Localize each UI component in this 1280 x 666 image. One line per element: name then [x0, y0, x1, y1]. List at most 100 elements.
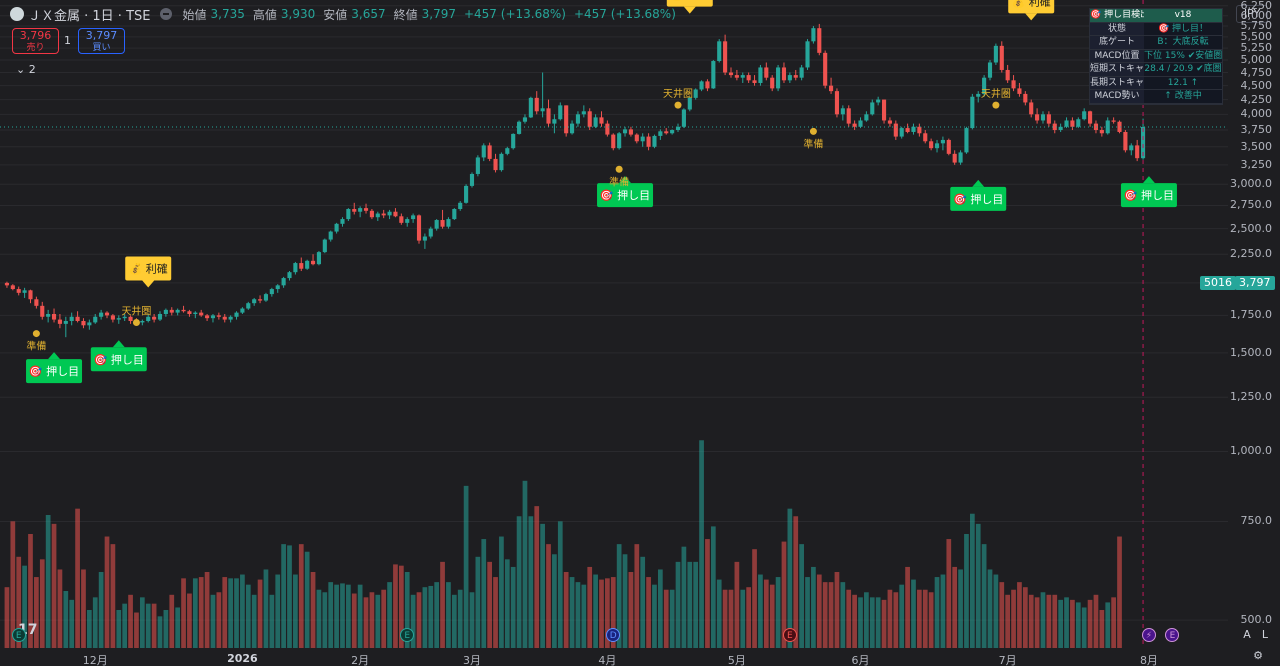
candle-body: [675, 126, 681, 131]
currency-selector[interactable]: JPY: [1236, 5, 1268, 23]
volume-bar: [605, 578, 610, 648]
price-tick-label: 1,250.0: [1230, 390, 1272, 404]
price-tick-label: 1,000.0: [1230, 444, 1272, 458]
order-quantity[interactable]: 1: [64, 34, 71, 47]
volume-bar: [975, 523, 981, 648]
volume-bar: [4, 587, 10, 648]
volume-bar: [75, 508, 80, 648]
candle-body: [152, 316, 157, 320]
symbol-logo-icon: [10, 7, 24, 21]
volume-bar: [240, 574, 245, 648]
volume-bar: [510, 566, 516, 648]
candle-body: [458, 202, 463, 210]
volume-bar: [310, 572, 316, 648]
candle-body: [411, 215, 416, 220]
panel-key: 状態: [1090, 22, 1144, 35]
panel-value: 28.4 / 20.9 ✔底圏: [1144, 64, 1222, 74]
volume-bar: [234, 578, 239, 648]
candle-body: [934, 143, 940, 149]
panel-row: 状態 🎯 押し目！: [1090, 22, 1222, 36]
indicators-collapse-toggle[interactable]: ⌄ 2: [16, 63, 36, 76]
volume-bar: [187, 593, 192, 648]
candle-body: [1070, 120, 1075, 127]
volume-bar: [1075, 602, 1081, 648]
candle-body: [1093, 123, 1099, 131]
volume-bar: [722, 589, 728, 648]
pullback-signal-box: [90, 347, 147, 372]
log-scale-button[interactable]: L: [1261, 628, 1269, 641]
volume-bar: [699, 440, 704, 648]
volume-bar: [316, 589, 322, 648]
price-tick-label: 5,750: [1240, 19, 1273, 33]
take-profit-signal: 💰 利確: [1008, 0, 1055, 21]
candle-body: [587, 111, 592, 127]
price-tick-label: 2,250.0: [1230, 247, 1272, 261]
volume-bar: [87, 610, 92, 648]
volume-bar: [917, 589, 922, 648]
pullback-signal: 🎯 押し目: [597, 176, 654, 208]
ready-marker-dot: [32, 330, 40, 338]
volume-bar: [834, 572, 840, 648]
candle-body: [1005, 69, 1010, 81]
time-tick-label: 2026: [227, 652, 258, 665]
candle-body: [163, 309, 168, 314]
candle-body: [952, 153, 957, 163]
candle-body: [234, 312, 239, 317]
candle-body: [646, 136, 651, 147]
pullback-signal-box: [26, 359, 83, 384]
volume-bar: [410, 594, 416, 648]
top-zone-marker-dot: [132, 319, 140, 327]
candle-body: [122, 316, 127, 319]
volume-bar: [1046, 594, 1052, 648]
sell-button[interactable]: 3,796 売り: [12, 28, 59, 54]
candle-body: [1111, 120, 1116, 122]
volume-bar: [846, 589, 852, 648]
volume-bar: [1099, 610, 1105, 648]
earnings-badge-icon[interactable]: E: [1165, 628, 1180, 642]
dividend-badge-icon[interactable]: D: [606, 628, 621, 642]
earnings-badge-icon[interactable]: E: [782, 628, 797, 642]
panel-key: 長期ストキャ: [1090, 76, 1144, 89]
candle-body: [1088, 111, 1093, 124]
candle-body: [193, 312, 198, 314]
candle-body: [811, 28, 816, 42]
settings-gear-icon[interactable]: ⚙: [1253, 649, 1263, 662]
candle-body: [640, 136, 645, 142]
candle-body: [829, 85, 834, 92]
candle-body: [452, 209, 457, 220]
panel-row: 🎯 押し目検出 v18: [1090, 9, 1222, 23]
buy-button[interactable]: 3,797 買い: [78, 28, 125, 54]
volume-bar: [110, 544, 116, 648]
split-badge-icon[interactable]: ⚡: [1141, 628, 1156, 642]
price-tick-label: 3,250: [1240, 157, 1273, 171]
volume-bar: [475, 556, 481, 648]
candle-body: [752, 80, 757, 83]
auto-scale-button[interactable]: A: [1243, 628, 1251, 641]
pullback-signal-text: 🎯 押し目: [29, 364, 79, 378]
earnings-badge-icon[interactable]: E: [11, 628, 26, 642]
candle-body: [617, 133, 622, 149]
candle-body: [1058, 126, 1063, 131]
candle-body: [358, 208, 363, 212]
candle-body: [487, 145, 492, 159]
ready-marker-text: 準備: [26, 340, 46, 353]
candle-body: [228, 316, 233, 320]
earnings-badge-icon[interactable]: E: [400, 628, 415, 642]
volume-bar: [1105, 602, 1111, 648]
take-profit-signal-text: 💰 利確: [1012, 0, 1051, 8]
symbol-title[interactable]: ＪＸ金属 · 1日 · TSE: [28, 8, 151, 24]
volume-bar: [51, 523, 57, 648]
candle-body: [87, 322, 92, 326]
sell-price: 3,796: [19, 29, 52, 42]
volume-bar: [145, 603, 151, 648]
volume-bar: [1111, 597, 1116, 648]
candle-body: [664, 131, 669, 134]
candle-body: [1099, 130, 1104, 134]
candle-body: [634, 134, 639, 142]
volume-bar: [357, 584, 363, 648]
pullback-signal-arrow: [112, 340, 125, 348]
candle-body: [363, 208, 369, 211]
volume-bar: [481, 539, 487, 648]
candle-body: [40, 305, 45, 317]
